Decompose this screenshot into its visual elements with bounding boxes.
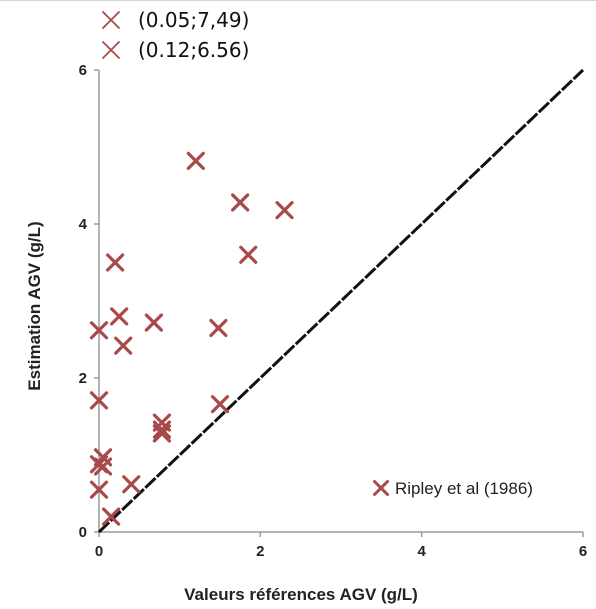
data-point-stroke-b: [89, 480, 109, 499]
data-point-stroke-b: [89, 391, 109, 410]
data-point-stroke-b: [275, 201, 294, 220]
data-point: [186, 151, 205, 170]
offscale-marker: [102, 11, 120, 29]
legend-label: Ripley et al (1986): [395, 479, 533, 498]
x-axis-title: Valeurs références AGV (g/L): [184, 585, 418, 604]
data-point: [89, 321, 109, 340]
data-point: [275, 201, 294, 220]
data-point-stroke-b: [152, 424, 172, 443]
y-tick-label: 6: [79, 62, 87, 79]
data-point-stroke-b: [110, 307, 129, 326]
y-tick-label: 0: [79, 524, 87, 541]
y-tick-label: 4: [79, 216, 88, 233]
data-point: [210, 395, 230, 414]
identity-line-group: [97, 68, 585, 534]
data-point: [114, 336, 133, 355]
offscale-marker-stroke-b: [102, 11, 120, 29]
x-tick-label: 6: [579, 543, 587, 560]
legend-marker: [373, 480, 389, 496]
data-point: [110, 307, 129, 326]
identity-line: [97, 68, 585, 534]
x-tick-label: 4: [417, 543, 426, 560]
data-point: [239, 245, 258, 264]
x-tick-label: 0: [95, 543, 103, 560]
data-point-stroke-b: [239, 245, 258, 264]
data-point-stroke-b: [144, 313, 163, 332]
data-point: [231, 193, 250, 212]
legend: Ripley et al (1986): [373, 479, 533, 498]
data-point: [122, 475, 141, 494]
data-point-stroke-b: [101, 507, 121, 526]
data-point: [152, 420, 172, 439]
data-point-stroke-b: [89, 321, 109, 340]
data-point: [144, 313, 163, 332]
offscale-annotations: (0.05;7,49) (0.12;6.56): [102, 8, 249, 62]
data-point-stroke-b: [114, 336, 133, 355]
y-axis-title: Estimation AGV (g/L): [25, 221, 44, 390]
data-point-stroke-b: [209, 318, 228, 338]
data-point-stroke-b: [122, 475, 141, 494]
offscale-label: (0.05;7,49): [138, 8, 249, 32]
data-point: [93, 457, 113, 476]
y-tick-label: 2: [79, 370, 87, 387]
data-point-stroke-b: [231, 193, 250, 212]
data-point-stroke-b: [93, 457, 113, 476]
data-point-stroke-b: [106, 253, 125, 272]
x-tick-label: 2: [256, 543, 264, 560]
data-point: [89, 480, 109, 499]
data-point: [89, 391, 109, 410]
data-point: [101, 507, 121, 526]
data-point: [106, 253, 125, 272]
top-border: [0, 0, 596, 1]
offscale-marker-stroke-b: [102, 41, 120, 59]
data-points: [89, 151, 294, 526]
data-point-stroke-b: [186, 151, 205, 170]
data-point-stroke-b: [152, 420, 172, 439]
legend-marker-stroke-b: [373, 480, 389, 496]
offscale-marker: [102, 41, 120, 59]
data-point-stroke-b: [210, 395, 230, 414]
data-point: [209, 318, 228, 338]
offscale-label: (0.12;6.56): [138, 38, 249, 62]
data-point: [152, 424, 172, 443]
